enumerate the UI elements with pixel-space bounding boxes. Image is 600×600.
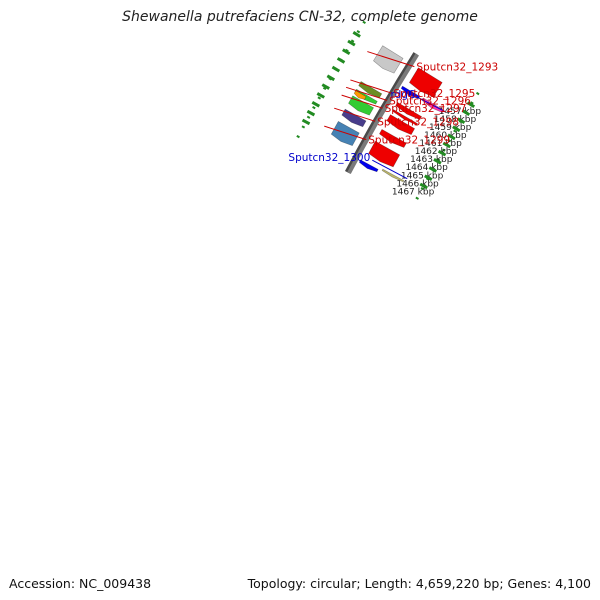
gene-arrow bbox=[358, 159, 379, 173]
ruler-ring-inner bbox=[292, 20, 366, 145]
kbp-tick-mark bbox=[433, 158, 442, 165]
label-leader-line bbox=[367, 51, 415, 68]
genome-backbone bbox=[347, 53, 419, 175]
kbp-tick-mark bbox=[428, 166, 438, 173]
kbp-tick-mark bbox=[452, 125, 461, 133]
kbp-tick-mark bbox=[311, 100, 321, 108]
genome-summary-text: Topology: circular; Length: 4,659,220 bp… bbox=[247, 576, 591, 591]
kbp-tick-mark bbox=[316, 92, 325, 99]
kbp-tick-mark bbox=[456, 117, 466, 125]
label-leader-line bbox=[345, 86, 388, 101]
kbp-tick-label: 1463 kbp bbox=[410, 155, 453, 165]
gene-label: Sputcn32_1300 bbox=[288, 152, 370, 164]
kbp-tick-mark bbox=[424, 174, 433, 181]
gene-arrow bbox=[368, 140, 401, 168]
gene-arrow bbox=[330, 120, 360, 147]
kbp-tick-mark bbox=[301, 118, 311, 126]
kbp-tick-mark bbox=[447, 133, 456, 141]
kbp-tick-label: 1460 kbp bbox=[424, 131, 467, 141]
gene-arrow bbox=[381, 168, 405, 183]
kbp-tick-label: 1458 kbp bbox=[434, 115, 477, 125]
kbp-tick-mark bbox=[347, 39, 356, 47]
gene-arrow bbox=[392, 109, 418, 126]
gene-arrow bbox=[373, 45, 404, 74]
gene-label: Sputcn32_1299 bbox=[368, 135, 450, 147]
label-leader-line bbox=[417, 96, 446, 113]
gene-arrow bbox=[358, 81, 383, 99]
kbp-tick-label: 1461 kbp bbox=[419, 139, 462, 149]
gene-arrow bbox=[408, 67, 443, 98]
kbp-tick-mark bbox=[326, 74, 336, 82]
kbp-tick-label: 1462 kbp bbox=[415, 147, 458, 157]
gene-label: Sputcn32_1298 bbox=[377, 116, 459, 128]
label-leader-line bbox=[372, 159, 408, 180]
kbp-tick-mark bbox=[336, 57, 346, 64]
kbp-tick-mark bbox=[321, 83, 330, 90]
gene-arrow bbox=[353, 90, 367, 100]
label-leader-line bbox=[324, 125, 367, 141]
gene-arrow bbox=[386, 114, 416, 135]
gene-arrow bbox=[395, 101, 423, 121]
kbp-tick-mark bbox=[442, 141, 451, 149]
kbp-tick-label: 1466 kbp bbox=[396, 180, 439, 190]
gene-label: Sputcn32_1295 bbox=[393, 88, 475, 100]
gene-arrow bbox=[348, 95, 374, 116]
kbp-tick-mark bbox=[352, 31, 361, 38]
kbp-tick-mark bbox=[419, 182, 428, 190]
gene-label: Sputcn32_1296 bbox=[389, 95, 471, 107]
gene-arrow bbox=[379, 129, 407, 148]
label-leader-line bbox=[341, 94, 383, 109]
page-title: Shewanella putrefaciens CN-32, complete … bbox=[122, 9, 478, 25]
gene-label: rdgC bbox=[390, 89, 415, 101]
kbp-tick-label: 1457 kbp bbox=[439, 107, 482, 117]
kbp-tick-label: 1459 kbp bbox=[429, 123, 472, 133]
kbp-tick-mark bbox=[306, 109, 316, 117]
accession-text: Accession: NC_009438 bbox=[9, 576, 152, 591]
gene-label: Sputcn32_1297 bbox=[385, 103, 467, 115]
gene-arrow bbox=[341, 108, 367, 128]
kbp-tick-mark bbox=[342, 48, 351, 56]
gene-label: Sputcn32_1293 bbox=[416, 62, 498, 74]
kbp-tick-mark bbox=[461, 109, 471, 117]
kbp-tick-mark bbox=[466, 101, 476, 109]
kbp-tick-label: 1464 kbp bbox=[405, 163, 448, 173]
label-leader-line bbox=[350, 79, 392, 94]
kbp-tick-label: 1465 kbp bbox=[401, 171, 444, 181]
kbp-tick-mark bbox=[437, 149, 447, 157]
kbp-tick-label: 1467 kbp bbox=[392, 188, 435, 198]
ruler-ring-outer bbox=[411, 91, 480, 208]
label-leader-line bbox=[334, 107, 376, 122]
kbp-tick-mark bbox=[331, 65, 341, 73]
